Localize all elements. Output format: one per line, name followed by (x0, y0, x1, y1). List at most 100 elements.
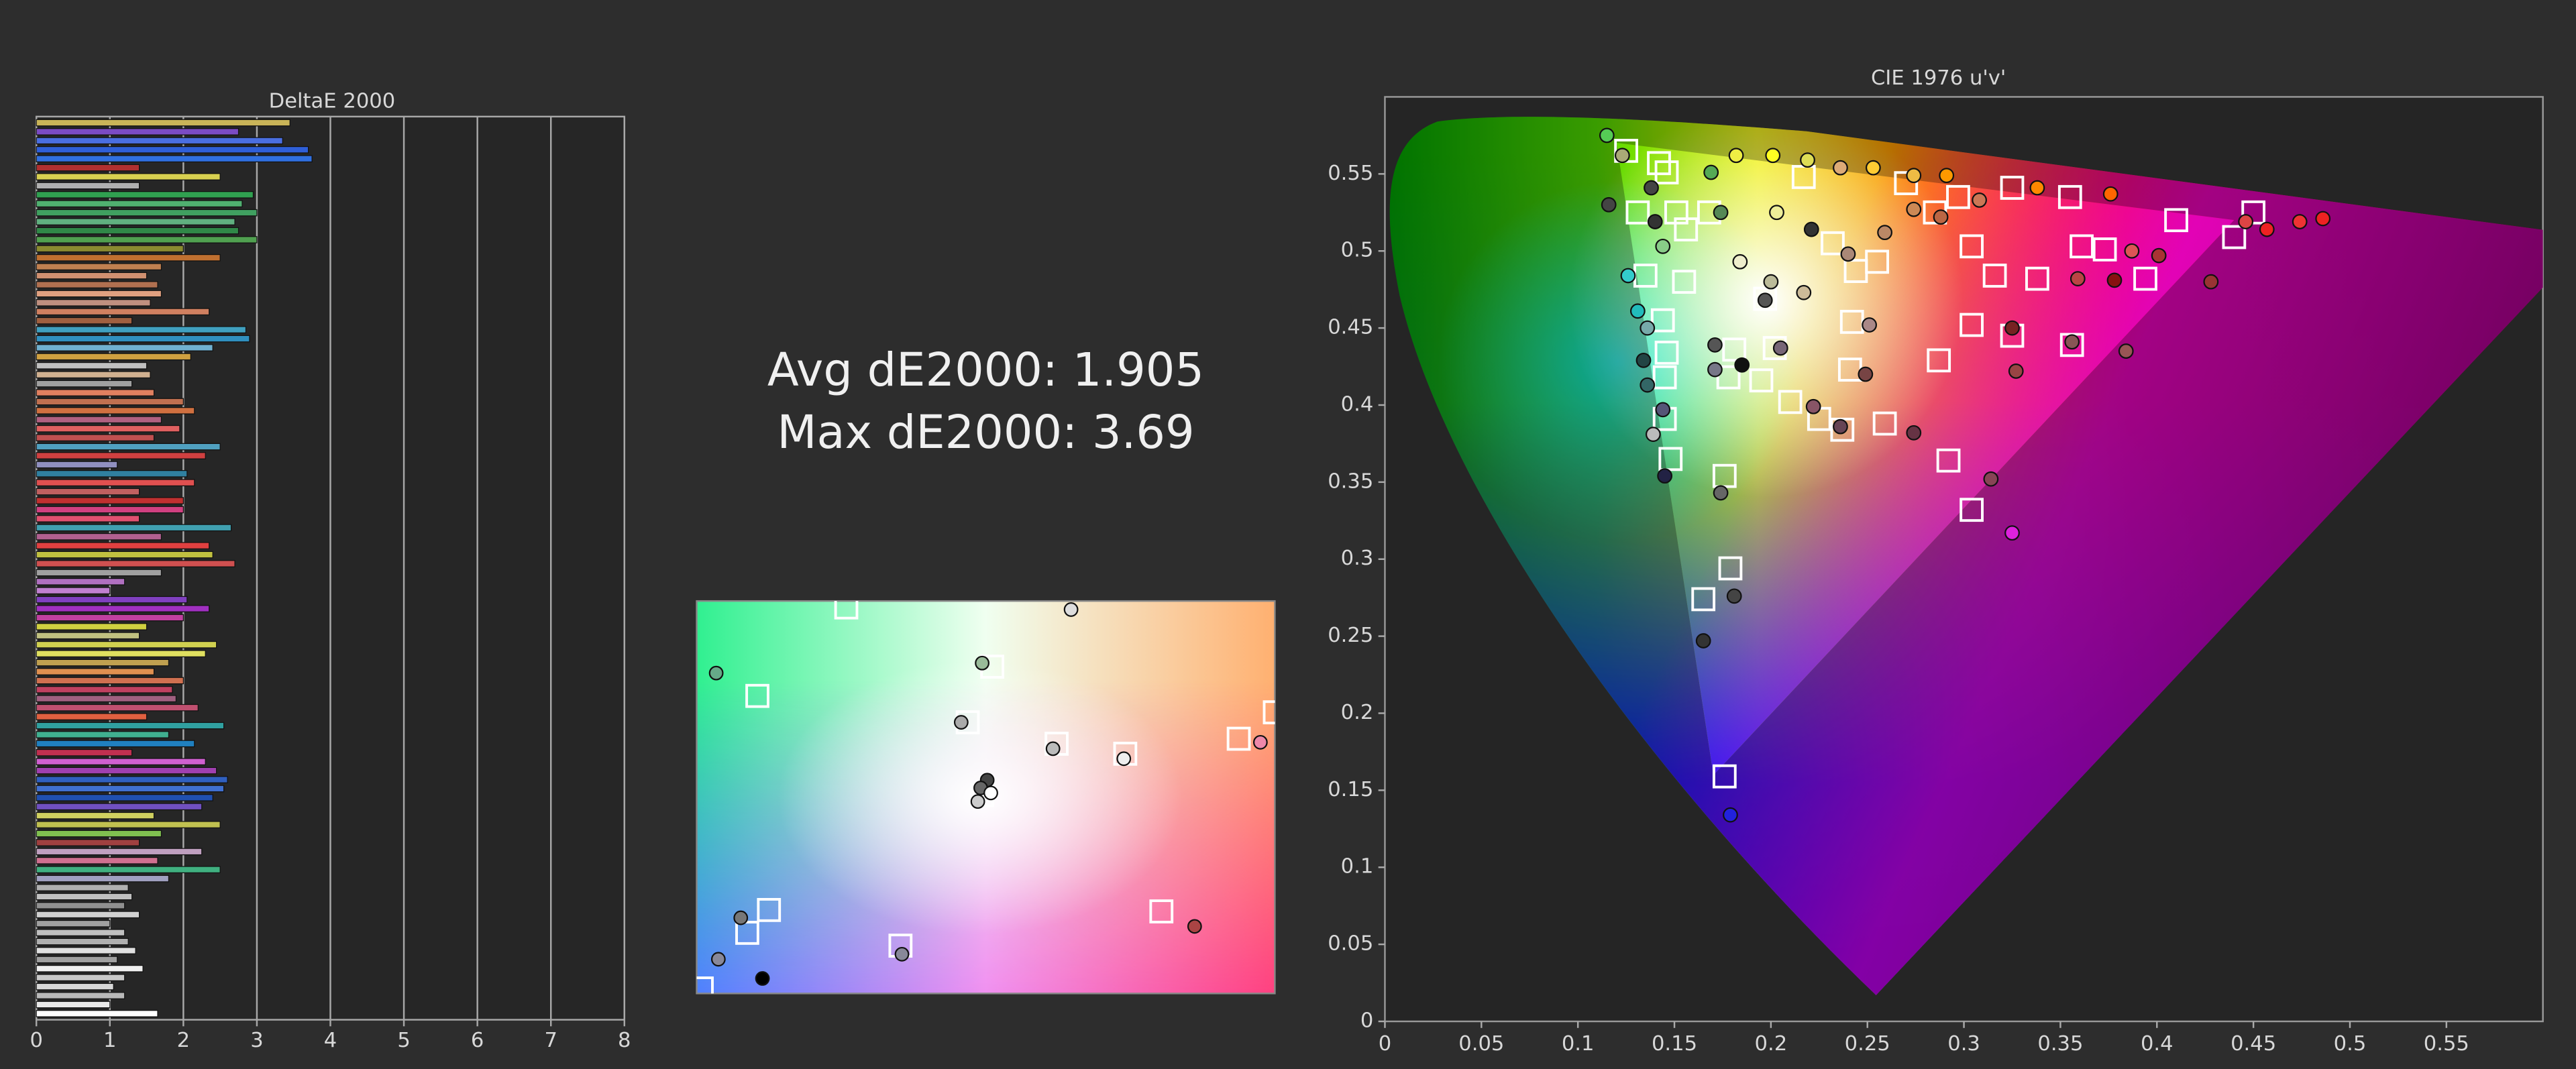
target-marker (1149, 899, 1174, 923)
measured-marker (1703, 164, 1719, 180)
bar (36, 227, 239, 235)
measured-marker (2008, 363, 2024, 379)
bar (36, 578, 125, 585)
y-tick-label: 0.35 (1328, 469, 1373, 493)
measured-marker (1707, 337, 1723, 353)
measured-marker (1833, 418, 1848, 435)
measured-marker (1763, 274, 1779, 290)
bar (36, 416, 162, 424)
bar (36, 677, 184, 685)
target-marker (1647, 151, 1671, 176)
target-marker (834, 601, 859, 620)
bar (36, 371, 151, 379)
target-marker (1749, 368, 1774, 393)
target-marker (1830, 417, 1855, 442)
bar (36, 353, 191, 361)
x-tick-label: 4 (324, 1029, 337, 1052)
y-tick-label: 0.45 (1328, 316, 1373, 339)
measured-marker (2004, 320, 2020, 336)
measured-marker (2292, 214, 2308, 229)
bar (36, 146, 309, 154)
bar (36, 982, 114, 991)
bar (36, 551, 213, 559)
bar (36, 614, 184, 622)
target-marker (2000, 176, 2025, 200)
x-tick-label: 8 (618, 1029, 631, 1052)
measured-marker (2102, 186, 2118, 202)
bar (36, 308, 210, 316)
measured-marker (1734, 357, 1750, 373)
measured-marker (1707, 361, 1723, 378)
bar (36, 173, 221, 180)
measured-marker (1614, 148, 1630, 164)
measured-marker (1647, 214, 1663, 229)
measured-marker (2029, 180, 2045, 196)
bar (36, 182, 140, 190)
x-tick-label: 0.5 (2334, 1032, 2367, 1056)
x-tick-label: 1 (103, 1029, 116, 1052)
target-marker (1712, 764, 1737, 789)
target-marker (1691, 587, 1716, 612)
measured-marker (1805, 398, 1821, 414)
measured-marker (1906, 425, 1922, 441)
bar (36, 263, 162, 271)
target-marker (1946, 184, 1970, 209)
measured-marker (708, 665, 724, 681)
bar (36, 245, 184, 253)
measured-marker (1629, 303, 1646, 319)
measured-marker (1840, 246, 1856, 262)
bar (36, 722, 225, 730)
x-tick-label: 0 (1379, 1032, 1391, 1056)
bar (36, 713, 148, 720)
measured-marker (1063, 602, 1079, 617)
bar (36, 443, 221, 451)
x-tick-label: 0.4 (2141, 1032, 2174, 1056)
x-tick-label: 0.3 (1947, 1032, 1980, 1056)
bar (36, 407, 195, 414)
x-tick-label: 5 (397, 1029, 410, 1052)
bar (36, 767, 217, 775)
measured-marker (1620, 268, 1636, 284)
measured-marker (1983, 471, 1999, 487)
measured-marker (2259, 221, 2275, 237)
measured-marker (1045, 741, 1061, 756)
x-tick-label: 0.35 (2037, 1032, 2083, 1056)
x-tick-label: 2 (177, 1029, 190, 1052)
bar (36, 299, 151, 306)
bar (36, 947, 136, 954)
measured-marker (1695, 633, 1711, 649)
measured-marker (2238, 214, 2254, 229)
bar (36, 640, 217, 649)
bar (36, 488, 140, 496)
bar (36, 1010, 158, 1017)
cie-points (1599, 127, 2331, 823)
y-tick-label: 0 (1360, 1009, 1373, 1032)
bar (36, 623, 148, 630)
target-marker (696, 976, 714, 994)
target-marker (1652, 365, 1677, 390)
target-marker (1872, 411, 1897, 436)
measured-marker (1765, 148, 1781, 164)
y-tick-label: 0.55 (1328, 162, 1373, 185)
measured-marker (1906, 168, 1922, 184)
target-marker (1650, 308, 1675, 333)
max-de: Max dE2000: 3.69 (777, 406, 1194, 459)
measured-marker (1645, 427, 1661, 443)
measured-marker (1757, 292, 1773, 308)
x-tick-label: 0.1 (1562, 1032, 1595, 1056)
measured-marker (1601, 196, 1617, 213)
measured-marker (1252, 734, 1268, 750)
x-tick-label: 0.15 (1652, 1032, 1697, 1056)
x-tick-label: 0.2 (1755, 1032, 1788, 1056)
y-tick-label: 0.15 (1328, 778, 1373, 801)
measured-marker (1769, 205, 1784, 221)
target-marker (2241, 200, 2266, 225)
bar (36, 254, 221, 262)
bar (36, 272, 148, 280)
bar (36, 839, 140, 846)
target-marker (1654, 160, 1679, 184)
measured-marker (1655, 238, 1671, 254)
measured-marker (1655, 402, 1671, 418)
bar (36, 596, 188, 604)
